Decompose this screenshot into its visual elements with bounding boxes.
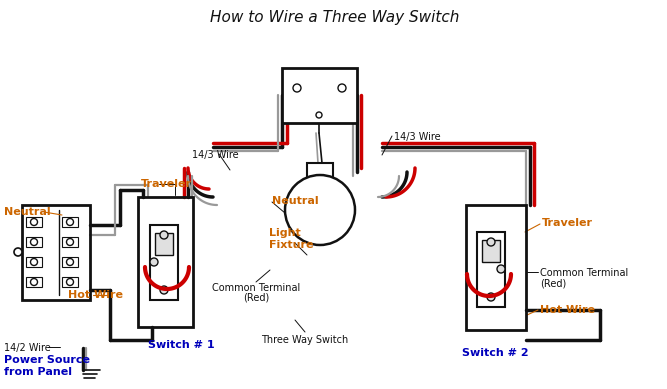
Bar xyxy=(26,237,42,247)
Text: Common Terminal: Common Terminal xyxy=(540,268,628,278)
Text: 14/3 Wire: 14/3 Wire xyxy=(192,150,239,160)
Text: Switch # 1: Switch # 1 xyxy=(148,340,215,350)
Bar xyxy=(150,225,178,300)
Circle shape xyxy=(67,259,73,266)
Bar xyxy=(22,205,90,300)
Text: Three Way Switch: Three Way Switch xyxy=(261,335,349,345)
Text: Neutral: Neutral xyxy=(272,196,319,206)
Circle shape xyxy=(293,84,301,92)
Text: Hot Wire: Hot Wire xyxy=(540,305,595,315)
Circle shape xyxy=(31,279,37,286)
Circle shape xyxy=(31,219,37,226)
Circle shape xyxy=(160,286,168,294)
Bar xyxy=(26,257,42,267)
Bar xyxy=(26,217,42,227)
Text: 14/2 Wire: 14/2 Wire xyxy=(4,343,51,353)
Circle shape xyxy=(67,279,73,286)
Text: Power Source
from Panel: Power Source from Panel xyxy=(4,355,90,377)
Text: 14/3 Wire: 14/3 Wire xyxy=(394,132,441,142)
Text: (Red): (Red) xyxy=(243,292,269,302)
Circle shape xyxy=(316,112,322,118)
Circle shape xyxy=(487,238,495,246)
Bar xyxy=(26,277,42,287)
Bar xyxy=(62,237,78,247)
Bar xyxy=(282,68,357,123)
Text: Neutral: Neutral xyxy=(4,207,51,217)
Circle shape xyxy=(338,84,346,92)
Circle shape xyxy=(31,238,37,245)
Bar xyxy=(62,277,78,287)
Text: (Red): (Red) xyxy=(540,278,566,288)
Circle shape xyxy=(487,293,495,301)
Bar xyxy=(62,217,78,227)
Circle shape xyxy=(14,248,22,256)
Text: Traveler: Traveler xyxy=(542,218,593,228)
Bar xyxy=(62,257,78,267)
Circle shape xyxy=(285,175,355,245)
Bar xyxy=(466,205,526,330)
Bar xyxy=(307,163,333,211)
Bar xyxy=(482,240,500,262)
Circle shape xyxy=(67,238,73,245)
Bar xyxy=(477,232,505,307)
Circle shape xyxy=(160,231,168,239)
Text: Traveler: Traveler xyxy=(141,179,192,189)
Circle shape xyxy=(67,219,73,226)
Circle shape xyxy=(31,259,37,266)
Bar xyxy=(138,197,193,327)
Text: Hot Wire: Hot Wire xyxy=(68,290,123,300)
Text: How to Wire a Three Way Switch: How to Wire a Three Way Switch xyxy=(210,10,460,25)
Bar xyxy=(155,233,173,255)
Text: Light
Fixture: Light Fixture xyxy=(269,228,313,250)
Circle shape xyxy=(150,258,158,266)
Text: Switch # 2: Switch # 2 xyxy=(462,348,529,358)
Circle shape xyxy=(497,265,505,273)
Text: Common Terminal: Common Terminal xyxy=(212,283,300,293)
